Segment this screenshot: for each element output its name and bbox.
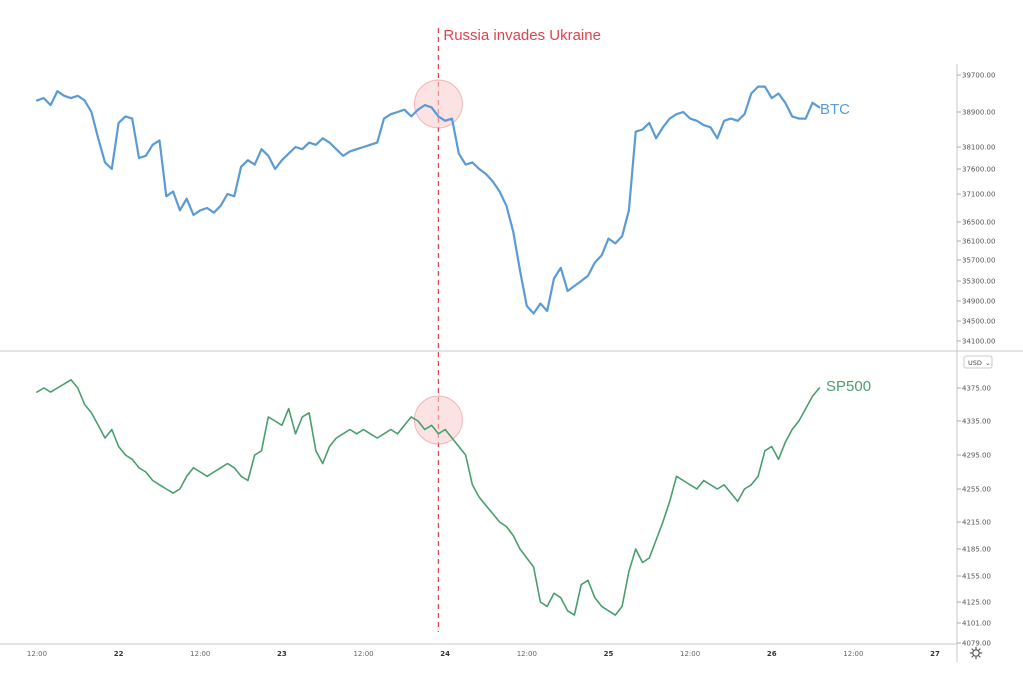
btc-price-tick-label: 36500.00 xyxy=(962,219,995,227)
sp500-price-tick-label: 4155.00 xyxy=(962,573,991,581)
sp500-price-tick-label: 4079.00 xyxy=(962,640,991,648)
btc-price-tick-label: 36100.00 xyxy=(962,238,995,246)
sp500-price-tick-label: 4125.00 xyxy=(962,599,991,607)
btc-price-tick-label: 35300.00 xyxy=(962,278,995,286)
sp500-price-tick-label: 4335.00 xyxy=(962,418,991,426)
btc-price-tick-label: 34100.00 xyxy=(962,338,995,346)
sp500-series-label: SP500 xyxy=(826,378,871,395)
sp500-price-tick-label: 4215.00 xyxy=(962,519,991,527)
sp500-series-line xyxy=(36,378,821,616)
currency-badge[interactable]: USD ⌄ xyxy=(963,355,993,369)
chevron-down-icon: ⌄ xyxy=(985,359,990,367)
btc-price-tick-label: 39700.00 xyxy=(962,72,995,80)
sp500-highlight-circle xyxy=(413,395,463,445)
sp500-price-tick-label: 4185.00 xyxy=(962,546,991,554)
time-tick-label: 27 xyxy=(930,650,940,658)
time-tick-label: 12:00 xyxy=(27,650,47,658)
btc-series-line xyxy=(35,85,821,315)
gear-icon[interactable] xyxy=(969,646,983,660)
sp500-price-tick-label: 4375.00 xyxy=(962,385,991,393)
sp500-price-tick-label: 4295.00 xyxy=(962,452,991,460)
sp500-price-tick-label: 4101.00 xyxy=(962,620,991,628)
btc-price-axis[interactable]: 39700.00 38900.00 38100.00 37600.00 37100.00… xyxy=(957,72,995,346)
btc-series-label: BTC xyxy=(820,101,850,118)
time-tick-label: 26 xyxy=(767,650,777,658)
event-annotation: Russia invades Ukraine xyxy=(443,27,601,44)
sp500-price-axis[interactable]: 4375.00 4335.00 4295.00 4255.00 4215.00 4185.… xyxy=(957,385,991,648)
time-tick-label: 25 xyxy=(604,650,614,658)
time-tick-label: 24 xyxy=(440,650,450,658)
btc-price-tick-label: 38100.00 xyxy=(962,144,995,152)
time-tick-label: 12:00 xyxy=(353,650,373,658)
time-tick-label: 12:00 xyxy=(843,650,863,658)
sp500-price-tick-label: 4255.00 xyxy=(962,486,991,494)
btc-price-tick-label: 37600.00 xyxy=(962,166,995,174)
currency-badge-label: USD xyxy=(968,359,982,367)
time-tick-label: 23 xyxy=(277,650,287,658)
btc-price-tick-label: 34500.00 xyxy=(962,318,995,326)
btc-price-tick-label: 38900.00 xyxy=(962,109,995,117)
btc-price-tick-label: 35700.00 xyxy=(962,257,995,265)
btc-price-tick-label: 34900.00 xyxy=(962,298,995,306)
time-tick-label: 12:00 xyxy=(190,650,210,658)
btc-price-tick-label: 37100.00 xyxy=(962,191,995,199)
time-axis[interactable]: 12:00 22 12:00 23 12:00 24 12:00 25 12:00 26 12:00… xyxy=(27,650,940,658)
time-tick-label: 22 xyxy=(114,650,124,658)
time-tick-label: 12:00 xyxy=(517,650,537,658)
btc-highlight-circle xyxy=(413,79,463,129)
time-tick-label: 12:00 xyxy=(680,650,700,658)
